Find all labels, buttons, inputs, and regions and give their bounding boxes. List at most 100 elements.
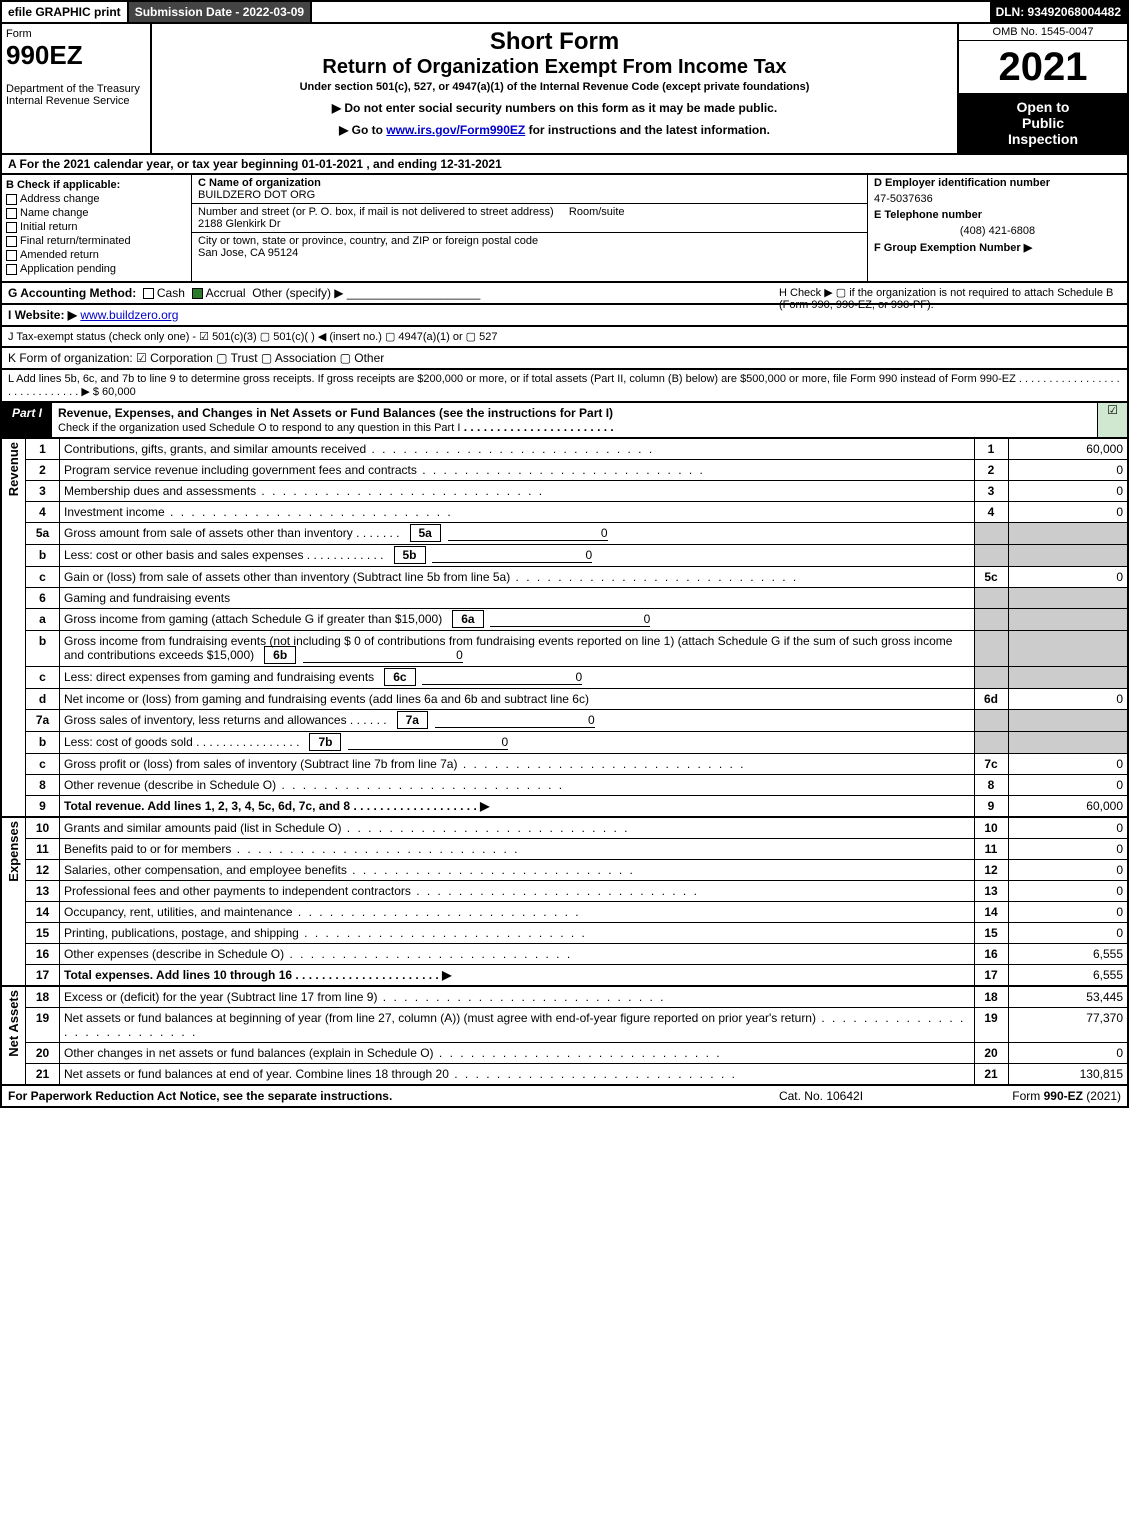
line-rnum: 20 (974, 1043, 1008, 1064)
line-amt (1008, 667, 1128, 689)
header-right: OMB No. 1545-0047 2021 Open to Public In… (957, 24, 1127, 153)
chk-address-change[interactable]: Address change (6, 193, 187, 205)
line-amt: 0 (1008, 860, 1128, 881)
form-title-2: Return of Organization Exempt From Incom… (156, 56, 953, 79)
sub-amt: 0 (448, 526, 608, 541)
line-amt: 130,815 (1008, 1064, 1128, 1086)
line-num: 11 (26, 839, 60, 860)
chk-label: Amended return (20, 249, 99, 261)
line-amt: 77,370 (1008, 1008, 1128, 1043)
form-title-1: Short Form (156, 28, 953, 56)
table-row: 6Gaming and fundraising events (1, 588, 1128, 609)
col-d-e-f: D Employer identification number 47-5037… (867, 175, 1127, 281)
part-1-check[interactable]: ☑ (1097, 403, 1127, 437)
line-num: c (26, 754, 60, 775)
chk-initial-return[interactable]: Initial return (6, 221, 187, 233)
table-row: cGain or (loss) from sale of assets othe… (1, 567, 1128, 588)
table-row: 13Professional fees and other payments t… (1, 881, 1128, 902)
table-row: 7aGross sales of inventory, less returns… (1, 710, 1128, 732)
c-city-label: City or town, state or province, country… (198, 235, 538, 247)
line-num: 18 (26, 986, 60, 1008)
c-room-label: Room/suite (569, 206, 625, 218)
revenue-side-label: Revenue (1, 439, 26, 817)
c-name-row: C Name of organization BUILDZERO DOT ORG (192, 175, 867, 204)
line-desc: Less: cost of goods sold . . . . . . . .… (60, 732, 975, 754)
chk-name-change[interactable]: Name change (6, 207, 187, 219)
sub-amt: 0 (348, 735, 508, 750)
line-desc: Program service revenue including govern… (60, 460, 975, 481)
line-amt: 0 (1008, 689, 1128, 710)
line-desc: Other revenue (describe in Schedule O) (60, 775, 975, 796)
e-tel-label: E Telephone number (874, 209, 982, 221)
line-desc: Gross sales of inventory, less returns a… (60, 710, 975, 732)
form-note-2: ▶ Go to www.irs.gov/Form990EZ for instru… (156, 123, 953, 137)
form-number: 990EZ (6, 40, 146, 71)
line-num: 4 (26, 502, 60, 523)
line-desc: Occupancy, rent, utilities, and maintena… (60, 902, 975, 923)
line-rnum: 4 (974, 502, 1008, 523)
line-amt: 0 (1008, 775, 1128, 796)
expenses-side-label: Expenses (1, 817, 26, 986)
line-amt: 60,000 (1008, 439, 1128, 460)
chk-amended-return[interactable]: Amended return (6, 249, 187, 261)
line-rnum: 11 (974, 839, 1008, 860)
org-street: 2188 Glenkirk Dr (198, 218, 281, 230)
c-street-row: Number and street (or P. O. box, if mail… (192, 204, 867, 233)
line-num: 21 (26, 1064, 60, 1086)
line-desc: Less: cost or other basis and sales expe… (60, 545, 975, 567)
line-desc: Excess or (deficit) for the year (Subtra… (60, 986, 975, 1008)
line-num: 3 (26, 481, 60, 502)
line-desc: Investment income (60, 502, 975, 523)
line-num: 14 (26, 902, 60, 923)
b-heading: B Check if applicable: (6, 179, 187, 191)
sub-label: 6a (452, 610, 483, 628)
line-amt: 6,555 (1008, 965, 1128, 987)
col-c: C Name of organization BUILDZERO DOT ORG… (192, 175, 867, 281)
table-row: 4Investment income40 (1, 502, 1128, 523)
table-row: 14Occupancy, rent, utilities, and mainte… (1, 902, 1128, 923)
irs-link[interactable]: www.irs.gov/Form990EZ (386, 123, 525, 137)
table-row: 12Salaries, other compensation, and empl… (1, 860, 1128, 881)
line-amt: 60,000 (1008, 796, 1128, 818)
line-desc: Salaries, other compensation, and employ… (60, 860, 975, 881)
line-amt (1008, 710, 1128, 732)
line-rnum: 16 (974, 944, 1008, 965)
ein-value: 47-5037636 (868, 191, 1127, 207)
i-label: I Website: ▶ (8, 308, 77, 322)
chk-cash[interactable] (143, 288, 154, 299)
chk-final-return[interactable]: Final return/terminated (6, 235, 187, 247)
table-row: 5aGross amount from sale of assets other… (1, 523, 1128, 545)
sub-amt: 0 (432, 548, 592, 563)
line-amt: 0 (1008, 839, 1128, 860)
efile-label: efile GRAPHIC print (2, 2, 129, 22)
line-desc: Gross income from gaming (attach Schedul… (60, 609, 975, 631)
line-rnum: 8 (974, 775, 1008, 796)
section-b-through-f: B Check if applicable: Address change Na… (0, 175, 1129, 281)
line-amt (1008, 732, 1128, 754)
chk-application-pending[interactable]: Application pending (6, 263, 187, 275)
form-note-1: ▶ Do not enter social security numbers o… (156, 101, 953, 115)
line-num: 9 (26, 796, 60, 818)
line-num: 5a (26, 523, 60, 545)
line-num: 1 (26, 439, 60, 460)
sub-amt: 0 (303, 648, 463, 663)
line-num: d (26, 689, 60, 710)
line-rnum (974, 631, 1008, 667)
line-num: 19 (26, 1008, 60, 1043)
table-row: aGross income from gaming (attach Schedu… (1, 609, 1128, 631)
line-amt: 6,555 (1008, 944, 1128, 965)
line-num: 13 (26, 881, 60, 902)
open-line-2: Public (965, 115, 1121, 131)
website-link[interactable]: www.buildzero.org (80, 308, 178, 322)
line-desc: Grants and similar amounts paid (list in… (60, 817, 975, 839)
chk-accrual[interactable] (192, 288, 203, 299)
line-rnum: 3 (974, 481, 1008, 502)
part-1-title: Revenue, Expenses, and Changes in Net As… (52, 403, 1097, 437)
row-g-h: G Accounting Method: Cash Accrual Other … (0, 281, 1129, 305)
table-row: 11Benefits paid to or for members110 (1, 839, 1128, 860)
page-footer: For Paperwork Reduction Act Notice, see … (0, 1086, 1129, 1108)
row-k: K Form of organization: ☑ Corporation ▢ … (0, 348, 1129, 370)
tel-value: (408) 421-6808 (868, 223, 1127, 239)
table-row: cGross profit or (loss) from sales of in… (1, 754, 1128, 775)
note2-pre: ▶ Go to (339, 123, 386, 137)
